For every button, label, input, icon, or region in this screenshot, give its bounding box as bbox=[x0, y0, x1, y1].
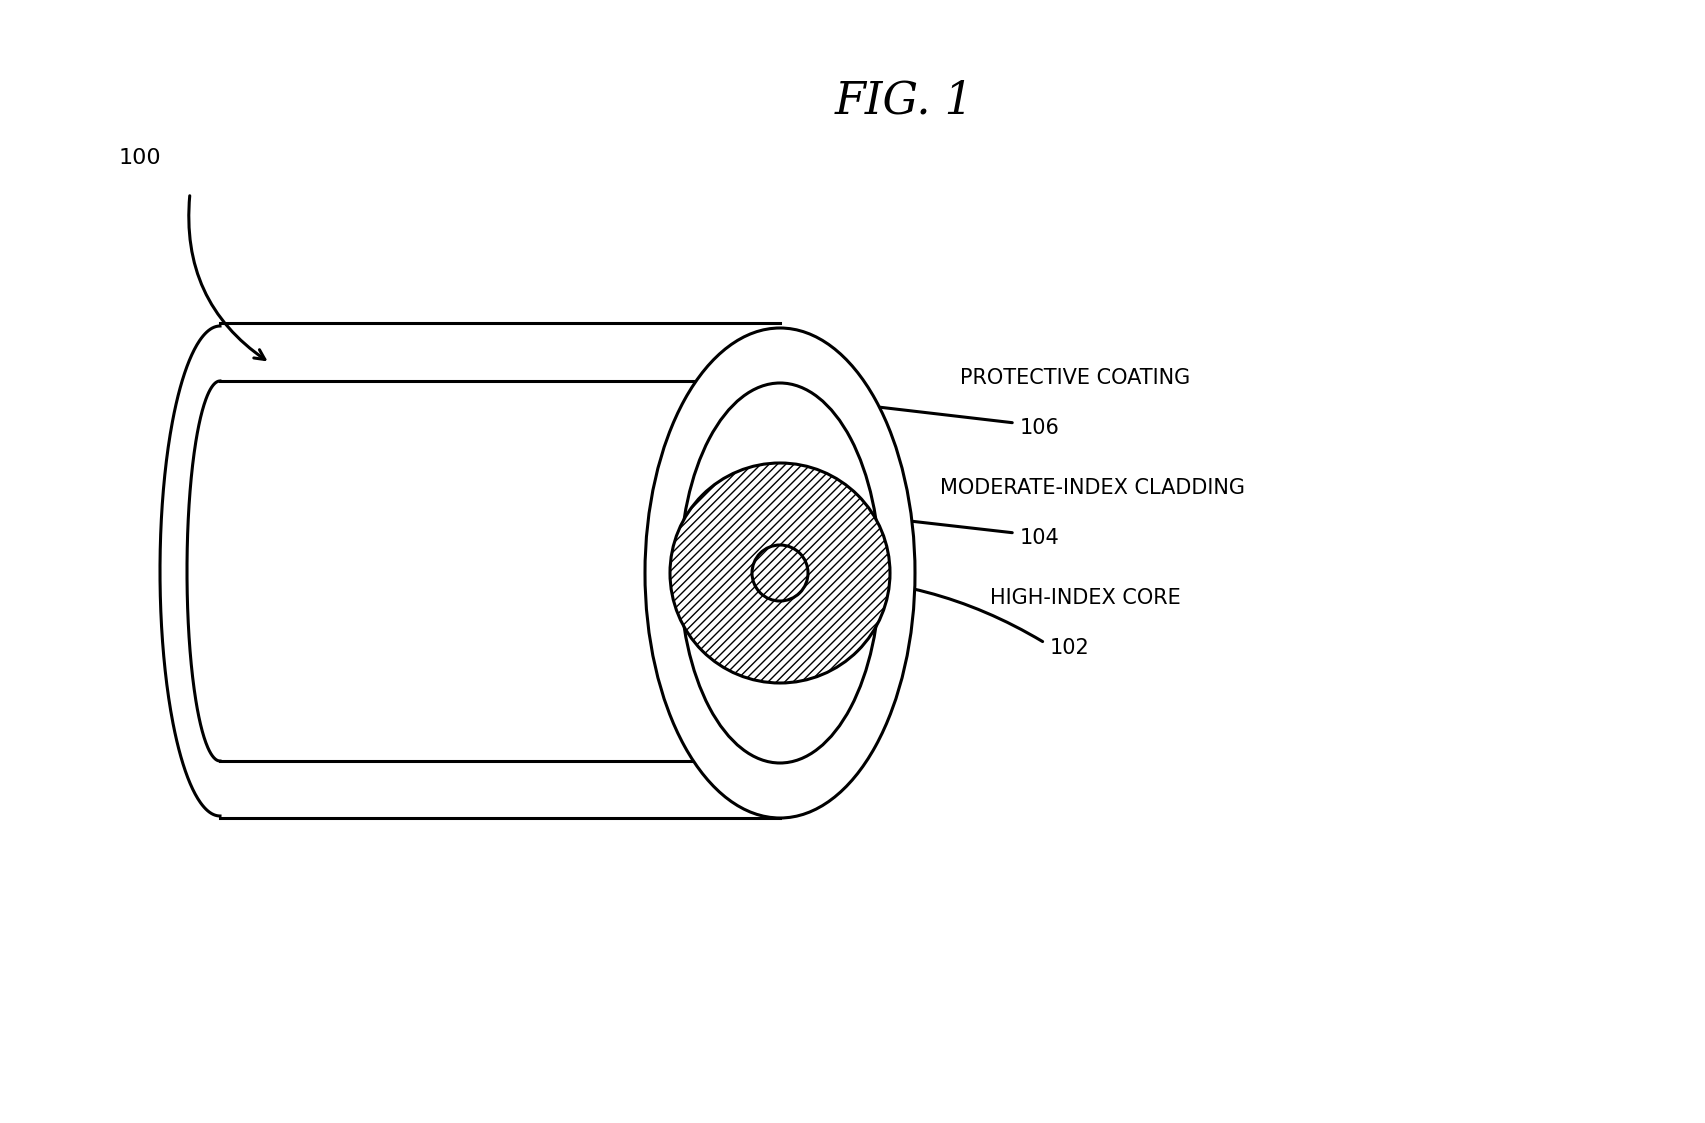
Text: 100: 100 bbox=[119, 148, 162, 168]
Text: MODERATE-INDEX CLADDING: MODERATE-INDEX CLADDING bbox=[939, 478, 1245, 497]
Text: 104: 104 bbox=[1020, 528, 1059, 548]
Text: 106: 106 bbox=[1020, 418, 1059, 438]
Polygon shape bbox=[160, 323, 220, 818]
Ellipse shape bbox=[670, 463, 890, 683]
Text: PROTECTIVE COATING: PROTECTIVE COATING bbox=[960, 368, 1190, 389]
Text: FIG. 1: FIG. 1 bbox=[834, 80, 974, 122]
Ellipse shape bbox=[644, 328, 914, 818]
Ellipse shape bbox=[752, 545, 808, 601]
Text: HIGH-INDEX CORE: HIGH-INDEX CORE bbox=[989, 588, 1180, 608]
FancyBboxPatch shape bbox=[150, 323, 779, 818]
Ellipse shape bbox=[680, 383, 880, 763]
Text: 102: 102 bbox=[1049, 638, 1089, 658]
